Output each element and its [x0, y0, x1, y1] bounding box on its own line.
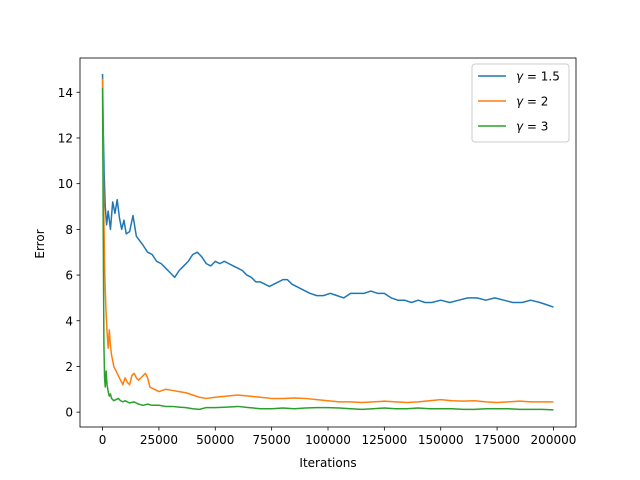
x-tick-label: 75000: [253, 433, 291, 447]
series-line-3: [101, 87, 554, 411]
x-tick-label: 25000: [140, 433, 178, 447]
x-tick-label: 125000: [361, 433, 407, 447]
y-tick-label: 6: [65, 269, 73, 283]
x-tick-label: 100000: [305, 433, 351, 447]
legend: γ = 1.5 γ = 2 γ = 3: [471, 63, 570, 143]
y-tick-label: 10: [58, 177, 73, 191]
legend-label: γ = 3: [516, 120, 548, 134]
x-axis-label: Iterations: [299, 456, 356, 470]
y-axis-label: Error: [33, 229, 47, 258]
y-tick-label: 12: [58, 131, 73, 145]
y-tick-label: 4: [65, 314, 73, 328]
axes: 0 25000 50000 75000 100000 125000 150000 175000…: [58, 57, 577, 447]
y-tick-label: 8: [65, 223, 73, 237]
legend-label: γ = 2: [516, 95, 548, 109]
x-tick-label: 0: [99, 433, 107, 447]
series-line-2: [101, 78, 554, 404]
x-tick-label: 150000: [418, 433, 464, 447]
x-tick-label: 50000: [196, 433, 234, 447]
y-tick-label: 14: [58, 86, 73, 100]
legend-label: γ = 1.5: [516, 70, 560, 84]
legend-box: [471, 63, 570, 143]
y-tick-label: 0: [65, 406, 73, 420]
series-line-1: [101, 73, 554, 308]
x-tick-label: 175000: [474, 433, 520, 447]
y-tick-label: 2: [65, 360, 73, 374]
x-tick-label: 200000: [531, 433, 577, 447]
plot-area: [101, 73, 554, 411]
